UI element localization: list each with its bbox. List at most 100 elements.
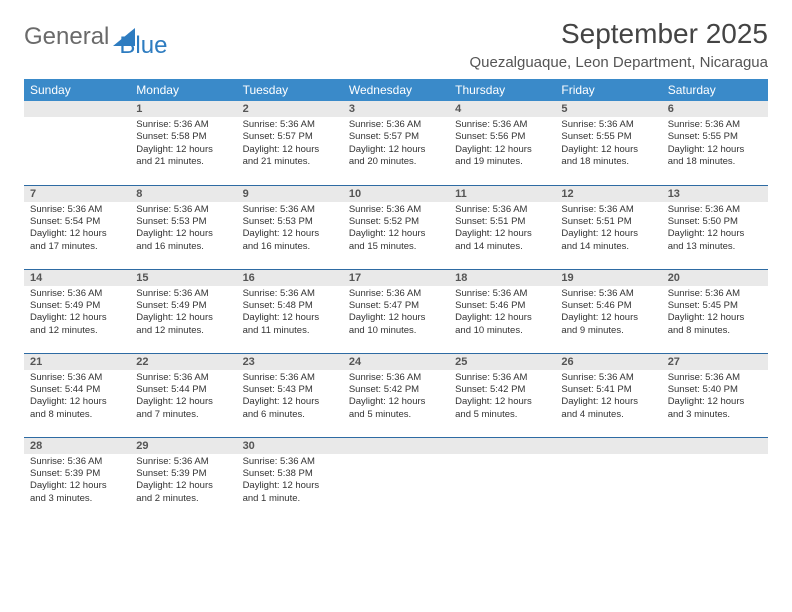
weekday-header: Sunday (24, 79, 130, 101)
weekday-header: Friday (555, 79, 661, 101)
day-number (343, 438, 449, 454)
day-number: 30 (237, 438, 343, 454)
day-number: 13 (662, 186, 768, 202)
calendar-cell: 30Sunrise: 5:36 AMSunset: 5:38 PMDayligh… (237, 437, 343, 521)
day-details: Sunrise: 5:36 AMSunset: 5:44 PMDaylight:… (24, 370, 130, 425)
day-details (555, 454, 661, 504)
day-details (343, 454, 449, 504)
day-details: Sunrise: 5:36 AMSunset: 5:54 PMDaylight:… (24, 202, 130, 257)
calendar-cell: 13Sunrise: 5:36 AMSunset: 5:50 PMDayligh… (662, 185, 768, 269)
calendar-cell: 18Sunrise: 5:36 AMSunset: 5:46 PMDayligh… (449, 269, 555, 353)
day-number (449, 438, 555, 454)
day-details: Sunrise: 5:36 AMSunset: 5:38 PMDaylight:… (237, 454, 343, 509)
calendar-cell: 6Sunrise: 5:36 AMSunset: 5:55 PMDaylight… (662, 101, 768, 185)
calendar-cell: 28Sunrise: 5:36 AMSunset: 5:39 PMDayligh… (24, 437, 130, 521)
day-number: 22 (130, 354, 236, 370)
weekday-header: Wednesday (343, 79, 449, 101)
logo-text-general: General (24, 23, 109, 51)
calendar-week-row: 14Sunrise: 5:36 AMSunset: 5:49 PMDayligh… (24, 269, 768, 353)
day-number: 16 (237, 270, 343, 286)
day-number: 28 (24, 438, 130, 454)
day-details: Sunrise: 5:36 AMSunset: 5:40 PMDaylight:… (662, 370, 768, 425)
day-number: 25 (449, 354, 555, 370)
calendar-cell: 27Sunrise: 5:36 AMSunset: 5:40 PMDayligh… (662, 353, 768, 437)
calendar-body: 1Sunrise: 5:36 AMSunset: 5:58 PMDaylight… (24, 101, 768, 521)
day-number: 12 (555, 186, 661, 202)
day-details: Sunrise: 5:36 AMSunset: 5:57 PMDaylight:… (343, 117, 449, 172)
calendar-cell: 4Sunrise: 5:36 AMSunset: 5:56 PMDaylight… (449, 101, 555, 185)
day-details: Sunrise: 5:36 AMSunset: 5:52 PMDaylight:… (343, 202, 449, 257)
day-details: Sunrise: 5:36 AMSunset: 5:56 PMDaylight:… (449, 117, 555, 172)
day-number: 7 (24, 186, 130, 202)
day-number: 19 (555, 270, 661, 286)
day-number: 21 (24, 354, 130, 370)
calendar-cell: 26Sunrise: 5:36 AMSunset: 5:41 PMDayligh… (555, 353, 661, 437)
page-title: September 2025 (469, 18, 768, 50)
day-number: 24 (343, 354, 449, 370)
header: General Blue September 2025 Quezalguaque… (24, 18, 768, 71)
calendar-cell: 12Sunrise: 5:36 AMSunset: 5:51 PMDayligh… (555, 185, 661, 269)
calendar-week-row: 1Sunrise: 5:36 AMSunset: 5:58 PMDaylight… (24, 101, 768, 185)
day-details: Sunrise: 5:36 AMSunset: 5:41 PMDaylight:… (555, 370, 661, 425)
day-number: 1 (130, 101, 236, 117)
day-number: 18 (449, 270, 555, 286)
calendar-cell: 11Sunrise: 5:36 AMSunset: 5:51 PMDayligh… (449, 185, 555, 269)
calendar-cell: 8Sunrise: 5:36 AMSunset: 5:53 PMDaylight… (130, 185, 236, 269)
calendar-cell: 15Sunrise: 5:36 AMSunset: 5:49 PMDayligh… (130, 269, 236, 353)
day-details: Sunrise: 5:36 AMSunset: 5:46 PMDaylight:… (449, 286, 555, 341)
day-number: 20 (662, 270, 768, 286)
calendar-week-row: 28Sunrise: 5:36 AMSunset: 5:39 PMDayligh… (24, 437, 768, 521)
day-details: Sunrise: 5:36 AMSunset: 5:57 PMDaylight:… (237, 117, 343, 172)
calendar-cell: 29Sunrise: 5:36 AMSunset: 5:39 PMDayligh… (130, 437, 236, 521)
day-number (555, 438, 661, 454)
day-number: 14 (24, 270, 130, 286)
day-details (662, 454, 768, 504)
day-number: 5 (555, 101, 661, 117)
day-number: 23 (237, 354, 343, 370)
weekday-header: Tuesday (237, 79, 343, 101)
calendar-table: SundayMondayTuesdayWednesdayThursdayFrid… (24, 79, 768, 521)
day-number: 4 (449, 101, 555, 117)
calendar-cell: 9Sunrise: 5:36 AMSunset: 5:53 PMDaylight… (237, 185, 343, 269)
calendar-cell-empty (24, 101, 130, 185)
day-details: Sunrise: 5:36 AMSunset: 5:51 PMDaylight:… (449, 202, 555, 257)
title-block: September 2025 Quezalguaque, Leon Depart… (469, 18, 768, 71)
day-number: 29 (130, 438, 236, 454)
day-number: 3 (343, 101, 449, 117)
day-number: 27 (662, 354, 768, 370)
day-details: Sunrise: 5:36 AMSunset: 5:44 PMDaylight:… (130, 370, 236, 425)
day-details: Sunrise: 5:36 AMSunset: 5:43 PMDaylight:… (237, 370, 343, 425)
calendar-cell: 19Sunrise: 5:36 AMSunset: 5:46 PMDayligh… (555, 269, 661, 353)
day-number: 11 (449, 186, 555, 202)
day-number: 6 (662, 101, 768, 117)
day-number: 10 (343, 186, 449, 202)
weekday-header-row: SundayMondayTuesdayWednesdayThursdayFrid… (24, 79, 768, 101)
day-details: Sunrise: 5:36 AMSunset: 5:42 PMDaylight:… (449, 370, 555, 425)
day-details (449, 454, 555, 504)
day-details: Sunrise: 5:36 AMSunset: 5:49 PMDaylight:… (130, 286, 236, 341)
location-text: Quezalguaque, Leon Department, Nicaragua (469, 54, 768, 71)
calendar-cell: 25Sunrise: 5:36 AMSunset: 5:42 PMDayligh… (449, 353, 555, 437)
calendar-cell: 23Sunrise: 5:36 AMSunset: 5:43 PMDayligh… (237, 353, 343, 437)
calendar-cell-empty (449, 437, 555, 521)
day-details (24, 117, 130, 167)
calendar-cell: 22Sunrise: 5:36 AMSunset: 5:44 PMDayligh… (130, 353, 236, 437)
day-details: Sunrise: 5:36 AMSunset: 5:46 PMDaylight:… (555, 286, 661, 341)
day-details: Sunrise: 5:36 AMSunset: 5:45 PMDaylight:… (662, 286, 768, 341)
calendar-cell: 24Sunrise: 5:36 AMSunset: 5:42 PMDayligh… (343, 353, 449, 437)
day-number: 17 (343, 270, 449, 286)
logo-text-blue: Blue (119, 36, 167, 55)
day-number: 15 (130, 270, 236, 286)
day-details: Sunrise: 5:36 AMSunset: 5:50 PMDaylight:… (662, 202, 768, 257)
calendar-cell: 1Sunrise: 5:36 AMSunset: 5:58 PMDaylight… (130, 101, 236, 185)
calendar-week-row: 21Sunrise: 5:36 AMSunset: 5:44 PMDayligh… (24, 353, 768, 437)
day-details: Sunrise: 5:36 AMSunset: 5:49 PMDaylight:… (24, 286, 130, 341)
day-number: 2 (237, 101, 343, 117)
calendar-cell: 14Sunrise: 5:36 AMSunset: 5:49 PMDayligh… (24, 269, 130, 353)
day-details: Sunrise: 5:36 AMSunset: 5:55 PMDaylight:… (555, 117, 661, 172)
day-number (24, 101, 130, 117)
calendar-cell: 21Sunrise: 5:36 AMSunset: 5:44 PMDayligh… (24, 353, 130, 437)
day-number (662, 438, 768, 454)
day-number: 9 (237, 186, 343, 202)
calendar-cell: 16Sunrise: 5:36 AMSunset: 5:48 PMDayligh… (237, 269, 343, 353)
